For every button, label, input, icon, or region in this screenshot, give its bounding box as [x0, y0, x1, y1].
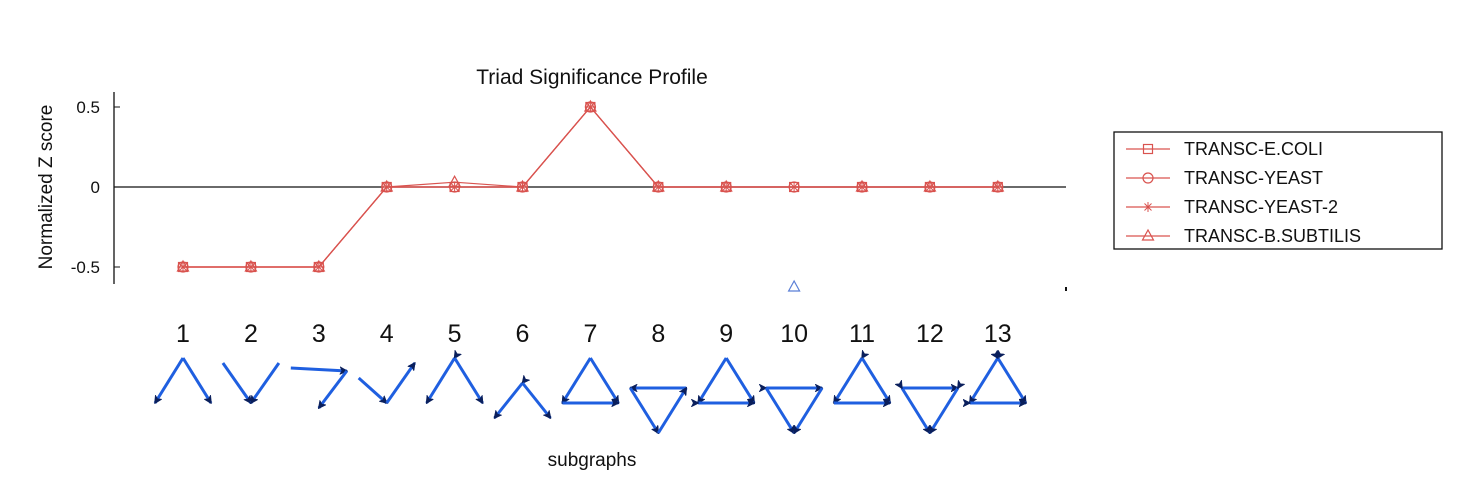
legend-items: TRANSC-E.COLI TRANSC-YEAST TRANSC-YEAST-2 T…: [1126, 139, 1361, 246]
category-label: 4: [380, 320, 394, 348]
category-label: 3: [312, 320, 326, 348]
subgraph-edge: [928, 388, 958, 433]
legend-entry: TRANSC-B.SUBTILIS: [1126, 226, 1361, 246]
marker-triangle: [244, 259, 258, 272]
category-label: 7: [583, 320, 597, 348]
marker-triangle: [923, 179, 937, 192]
subgraph-edge: [832, 358, 862, 403]
subgraph-edge: [589, 357, 620, 403]
marker-star-stroke: [450, 183, 459, 191]
y-tick-label: -0.5: [71, 258, 100, 277]
subgraph-edge: [357, 376, 387, 405]
category-labels: 1 2 3 4 5 6 7 8 9 10 11 12 13: [176, 320, 1012, 348]
subgraph-6: [493, 382, 552, 418]
subgraph-edge: [902, 388, 932, 433]
category-label: 1: [176, 320, 190, 348]
subgraph-5: [425, 357, 484, 403]
subgraph-edge: [249, 362, 281, 403]
category-label: 10: [780, 320, 808, 348]
marker-circle: [1142, 172, 1154, 184]
subgraph-4: [357, 363, 416, 405]
marker-star: [1143, 202, 1153, 212]
marker-star-stroke: [1144, 203, 1152, 211]
subgraph-edge: [181, 357, 213, 403]
legend-entry: TRANSC-YEAST-2: [1126, 197, 1338, 217]
subgraph-edge: [764, 387, 796, 433]
subgraph-1: [153, 357, 213, 403]
subgraph-3: [290, 366, 348, 408]
subgraph-edge: [792, 387, 824, 433]
subgraph-edge: [290, 366, 347, 371]
chart-title: Triad Significance Profile: [476, 66, 708, 89]
series-line: [183, 106, 998, 268]
marker-triangle: [1141, 228, 1155, 241]
subgraph-edge: [561, 357, 592, 403]
subgraph-edge: [153, 357, 185, 403]
subgraph-edge: [968, 358, 998, 403]
category-label: 2: [244, 320, 258, 348]
marker-star: [449, 182, 460, 192]
subgraph-edge: [521, 382, 552, 418]
marker-triangle: [651, 179, 665, 192]
subgraph-edge: [998, 358, 1028, 403]
subgraph-edge: [221, 362, 253, 403]
subgraph-7: [561, 357, 620, 403]
y-tick-label: 0.5: [76, 98, 100, 117]
subgraph-edge: [385, 363, 416, 404]
marker-triangle: [176, 259, 190, 272]
subgraph-edge: [493, 383, 523, 418]
subgraph-edge: [317, 370, 348, 408]
y-axis: 0.5 0 -0.5 Normalized Z score: [36, 92, 120, 284]
x-axis-label: subgraphs: [548, 450, 637, 471]
category-label: 9: [719, 320, 733, 348]
legend-label: TRANSC-B.SUBTILIS: [1184, 226, 1361, 246]
marker-triangle: [448, 174, 462, 187]
subgraph-8: [629, 387, 688, 434]
y-tick-label: 0: [91, 178, 100, 197]
marker-triangle: [855, 179, 869, 192]
series-layer: [176, 99, 1005, 292]
subgraph-10: [764, 387, 824, 433]
category-label: 5: [448, 320, 462, 348]
subgraph-11: [832, 357, 892, 403]
subgraph-edge: [425, 358, 455, 403]
legend: TRANSC-E.COLI TRANSC-YEAST TRANSC-YEAST-2 T…: [1113, 131, 1443, 250]
marker-triangle: [380, 179, 394, 192]
category-label: 11: [849, 320, 875, 348]
legend-entry: TRANSC-YEAST: [1126, 168, 1323, 188]
subgraph-edge: [696, 357, 728, 403]
subgraph-edge: [724, 357, 756, 403]
subgraph-edge: [629, 387, 660, 433]
legend-box: [1113, 131, 1443, 250]
category-label: 13: [984, 320, 1012, 348]
category-label: 12: [916, 320, 944, 348]
subgraph-9: [696, 357, 756, 403]
marker-triangle: [719, 179, 733, 192]
marker-triangle: [312, 259, 326, 272]
subgraph-12: [902, 388, 958, 433]
marker-triangle: [515, 179, 530, 192]
marker-triangle: [787, 279, 801, 292]
marker-square: [1142, 143, 1154, 155]
marker-triangle: [583, 99, 597, 112]
legend-label: TRANSC-YEAST: [1184, 168, 1323, 188]
subgraph-edge: [657, 388, 688, 434]
subgraph-13: [968, 358, 1028, 403]
legend-label: TRANSC-YEAST-2: [1184, 197, 1338, 217]
subgraph-diagrams: [153, 357, 1028, 434]
legend-label: TRANSC-E.COLI: [1184, 139, 1323, 159]
legend-entry: TRANSC-E.COLI: [1126, 139, 1323, 159]
marker-triangle: [991, 179, 1005, 192]
category-label: 6: [516, 320, 530, 348]
subgraph-edge: [453, 357, 484, 403]
category-label: 8: [651, 320, 665, 348]
series-transc-b-subtilis: [176, 99, 1005, 292]
y-axis-label: Normalized Z score: [36, 105, 57, 270]
subgraph-edge: [860, 357, 892, 403]
subgraph-2: [221, 362, 281, 403]
